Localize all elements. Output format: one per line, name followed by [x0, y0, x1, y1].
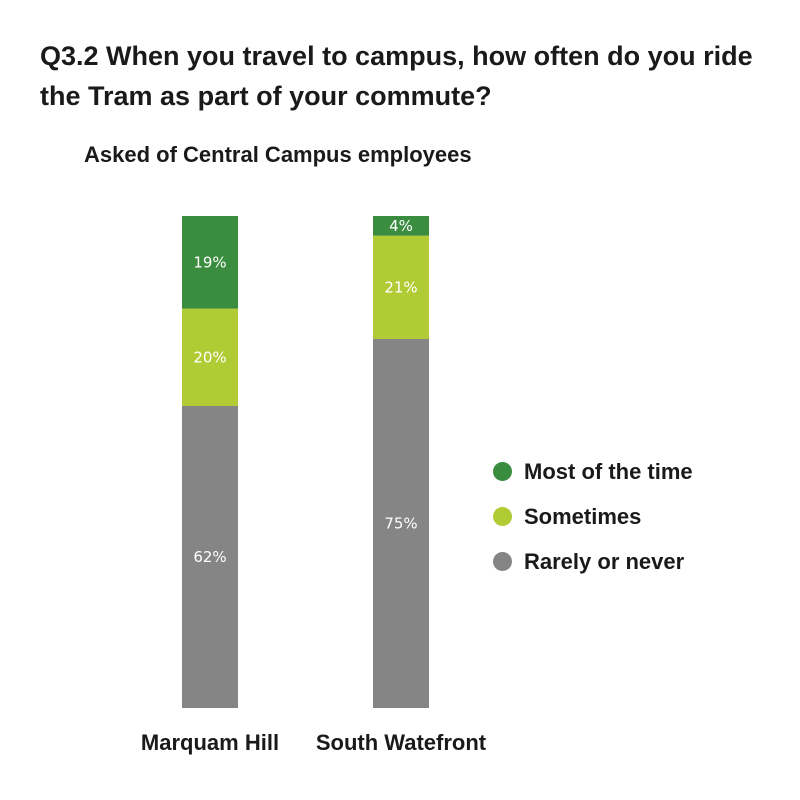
- bar-segment-marquam-hill-most-of-the-time: [182, 216, 238, 309]
- legend-label-most-of-the-time: Most of the time: [524, 458, 693, 484]
- data-label-south-watefront-rarely-or-never: 75%: [384, 515, 417, 533]
- bar-segment-marquam-hill-rarely-or-never: [182, 405, 238, 708]
- legend-swatch-most-of-the-time: [493, 462, 512, 481]
- chart-subtitle: Asked of Central Campus employees: [84, 142, 472, 167]
- data-label-south-watefront-sometimes: 21%: [384, 278, 417, 296]
- data-label-marquam-hill-most-of-the-time: 19%: [193, 253, 226, 271]
- legend-item-sometimes: Sometimes: [493, 494, 693, 539]
- bar-segment-marquam-hill-sometimes: [182, 308, 238, 406]
- data-label-south-watefront-most-of-the-time: 4%: [389, 217, 413, 235]
- category-label-marquam-hill: Marquam Hill: [141, 730, 279, 755]
- bar-segment-south-watefront-rarely-or-never: [373, 339, 429, 708]
- category-label-south-watefront: South Watefront: [316, 730, 487, 755]
- legend-label-sometimes: Sometimes: [524, 503, 642, 529]
- chart-title: Q3.2 When you travel to campus, how ofte…: [40, 41, 753, 111]
- data-label-marquam-hill-rarely-or-never: 62%: [193, 548, 226, 566]
- legend-swatch-sometimes: [493, 507, 512, 526]
- legend: Most of the time Sometimes Rarely or nev…: [493, 449, 693, 584]
- data-label-marquam-hill-sometimes: 20%: [193, 348, 226, 366]
- legend-item-most-of-the-time: Most of the time: [493, 449, 693, 494]
- bar-segment-south-watefront-most-of-the-time: [373, 216, 429, 236]
- legend-label-rarely-or-never: Rarely or never: [524, 548, 685, 574]
- bar-segment-south-watefront-sometimes: [373, 235, 429, 339]
- legend-swatch-rarely-or-never: [493, 552, 512, 571]
- legend-item-rarely-or-never: Rarely or never: [493, 539, 693, 584]
